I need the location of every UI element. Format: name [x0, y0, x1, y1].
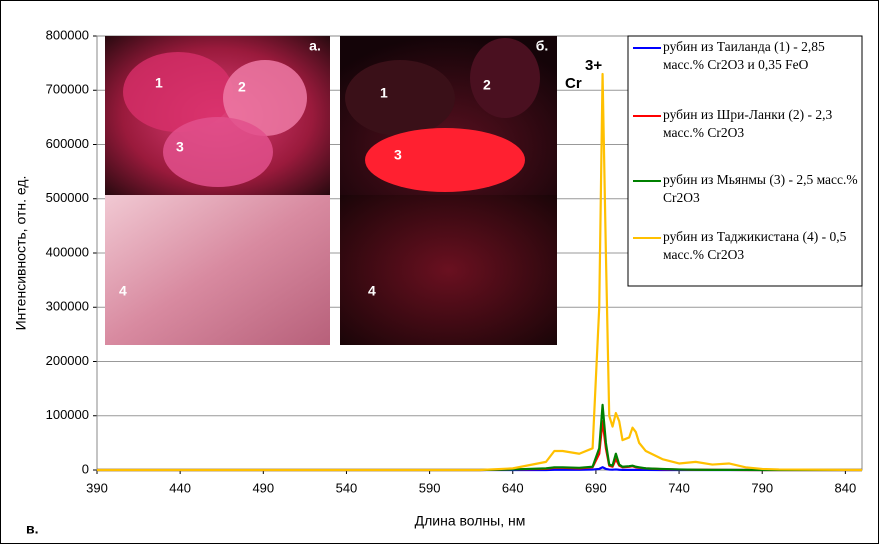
- photo-number: 4: [368, 283, 376, 299]
- photo-stone: [470, 38, 540, 118]
- x-tick-label: 440: [169, 480, 191, 495]
- legend-entry: рубин из Таиланда (1) - 2,85 масс.% Cr2O…: [663, 38, 858, 98]
- chart: 0 100000 200000 300000 400000 500000 600000 700…: [0, 0, 879, 544]
- x-tick-label: 490: [252, 480, 274, 495]
- y-tick-label: 700000: [46, 82, 89, 97]
- x-tick-label: 740: [668, 480, 690, 495]
- y-tick-label: 300000: [46, 299, 89, 314]
- photo-number: 2: [238, 79, 246, 95]
- x-tick-label: 790: [751, 480, 773, 495]
- legend-label: рубин из Мьянмы (3) - 2,5 масс.% Cr2O3: [663, 171, 858, 207]
- photo-number: 1: [380, 85, 388, 101]
- photo-number: 3: [176, 139, 184, 155]
- y-tick-label: 500000: [46, 190, 89, 205]
- y-tick-label: 100000: [46, 407, 89, 422]
- photo-stone: [345, 60, 455, 136]
- y-tick-label: 800000: [46, 27, 89, 42]
- y-tick-label: 400000: [46, 244, 89, 259]
- y-tick-label: 200000: [46, 353, 89, 368]
- x-tick-label: 590: [419, 480, 441, 495]
- photo-stone: [365, 128, 525, 192]
- photo-number: 2: [483, 77, 491, 93]
- photo-number: 3: [394, 147, 402, 163]
- panel-label: в.: [26, 521, 39, 537]
- x-axis-label: Длина волны, нм: [415, 513, 526, 529]
- legend-label: рубин из Шри-Ланки (2) - 2,3 масс.% Cr2O…: [663, 106, 858, 142]
- annotation: Cr: [565, 75, 582, 92]
- photo-label: а.: [309, 38, 321, 54]
- x-tick-label: 540: [336, 480, 358, 495]
- x-tick-label: 390: [86, 480, 108, 495]
- legend-label: рубин из Таиланда (1) - 2,85 масс.% Cr2O…: [663, 38, 858, 74]
- photo: [105, 195, 330, 345]
- legend-entry: рубин из Шри-Ланки (2) - 2,3 масс.% Cr2O…: [663, 106, 858, 166]
- y-tick-label: 0: [82, 461, 89, 476]
- annotation-sup: 3+: [585, 57, 602, 74]
- photo-number: 1: [155, 75, 163, 91]
- x-tick-label: 690: [585, 480, 607, 495]
- photo: [340, 195, 557, 345]
- y-tick-label: 600000: [46, 136, 89, 151]
- x-tick-label: 840: [835, 480, 857, 495]
- x-tick-label: 640: [502, 480, 524, 495]
- legend-entry: рубин из Таджикистана (4) - 0,5 масс.% C…: [663, 228, 858, 288]
- photo-number: 4: [119, 283, 127, 299]
- y-axis-label: Интенсивность, отн. ед.: [13, 176, 29, 331]
- legend-entry: рубин из Мьянмы (3) - 2,5 масс.% Cr2O3: [663, 171, 858, 231]
- legend-label: рубин из Таджикистана (4) - 0,5 масс.% C…: [663, 228, 858, 264]
- photo-label: б.: [536, 38, 549, 54]
